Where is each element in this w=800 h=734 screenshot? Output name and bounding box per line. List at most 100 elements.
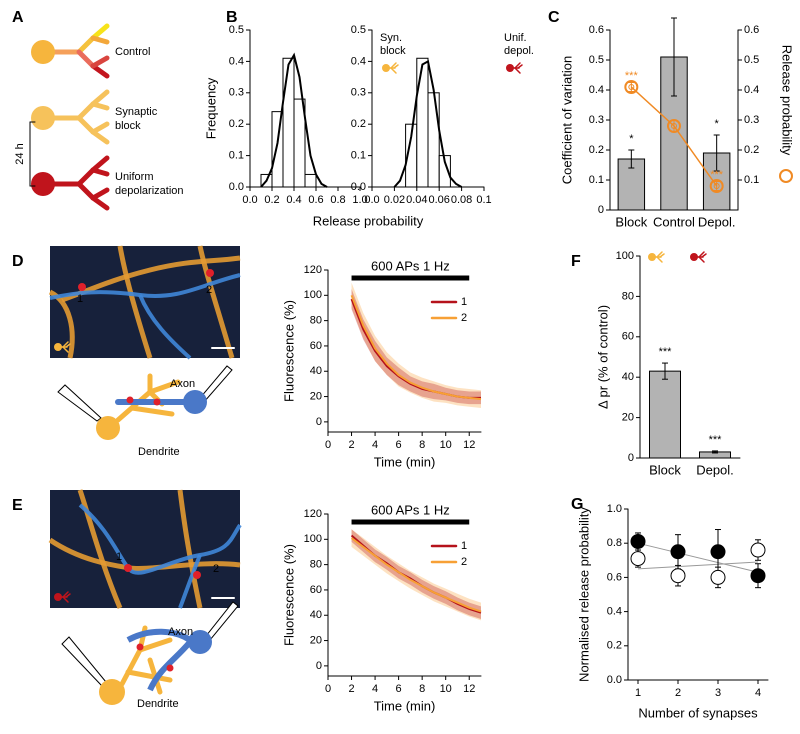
y-tick-label: 20 [310, 390, 322, 402]
line [350, 294, 482, 401]
x-tick-label: 0.2 [264, 194, 279, 206]
legend-label: 1 [461, 540, 467, 552]
point-core [671, 123, 677, 129]
y-tick-label: 60 [310, 584, 322, 596]
soma [96, 416, 120, 440]
synapse-label: 2 [206, 284, 212, 296]
condition-label: Control [115, 46, 150, 58]
line [350, 537, 482, 613]
y-tick-label: 0.0 [229, 181, 244, 193]
annotation: Unif. depol. [504, 32, 534, 57]
dendrite [90, 121, 110, 135]
y2-legend-marker [779, 169, 793, 183]
annotation-line: depol. [504, 45, 534, 57]
y-tick-label: 0.1 [589, 174, 604, 186]
y2-tick-label: 0.1 [744, 174, 759, 186]
y-tick-label: 0.3 [589, 114, 604, 126]
synapse-marker [124, 564, 132, 572]
y-tick-label: 0.6 [607, 571, 622, 583]
y-tick-label: 0.0 [607, 674, 622, 686]
dendrite [90, 167, 110, 177]
x-axis-label: Time (min) [374, 698, 436, 713]
axon [147, 640, 193, 692]
synapse-label: 1 [116, 551, 122, 563]
y-tick-label: 0.2 [229, 118, 244, 130]
neuron-icon-branch [698, 256, 705, 263]
y-tick-label: 20 [622, 412, 634, 424]
axon-fluorescence [78, 503, 242, 575]
y-tick-label: 0.4 [351, 55, 366, 67]
neuron-icon-branch [62, 341, 69, 348]
y-tick-label: 0 [316, 416, 322, 428]
y2-tick-label: 0.5 [744, 54, 759, 66]
y-tick-label: 0.4 [607, 606, 622, 618]
neuron-icon-branch [62, 346, 69, 353]
x-tick-label: 8 [419, 683, 425, 695]
panel-letter: E [12, 497, 23, 514]
dendrite [147, 379, 181, 395]
soma [31, 40, 55, 64]
error-bar [662, 362, 668, 380]
y-tick-label: 0.4 [589, 84, 604, 96]
error-bar [671, 17, 677, 97]
error-band [351, 282, 481, 408]
x-axis-label: Time (min) [374, 454, 436, 469]
soma [188, 630, 212, 654]
y2-axis-label: Release probability [780, 45, 795, 156]
y-tick-label: 40 [310, 609, 322, 621]
axon [126, 628, 192, 643]
fit-line [637, 542, 759, 573]
dendrite-label: Dendrite [138, 446, 180, 458]
y-tick-label: 60 [310, 340, 322, 352]
panel-letter: D [12, 253, 24, 270]
dendrite [76, 167, 96, 187]
x-tick-label: 0.02 [384, 194, 405, 206]
histogram-bar [282, 57, 295, 188]
x-tick-label: 1 [635, 687, 641, 699]
neuron-icon-branch [698, 251, 705, 258]
y-tick-label: 0.1 [351, 150, 366, 162]
y-tick-label: 0.3 [351, 87, 366, 99]
y-tick-label: 1.0 [607, 503, 622, 515]
y-tick-label: 0.5 [229, 24, 244, 36]
synapse-marker [206, 269, 214, 277]
histogram-bar [416, 57, 429, 188]
dendrite [137, 637, 173, 653]
dendrite [90, 187, 110, 201]
significance-label: * [715, 118, 720, 130]
y-tick-label: 0.8 [607, 537, 622, 549]
x-tick-label: 10 [440, 683, 452, 695]
panel-letter: G [571, 496, 583, 513]
neuron-icon-branch [659, 253, 665, 258]
y-axis-label: Fluorescence (%) [281, 300, 296, 402]
y-tick-label: 0.1 [229, 150, 244, 162]
x-tick-label: 0.0 [242, 194, 257, 206]
point-core [628, 84, 635, 90]
y-tick-label: 40 [310, 365, 322, 377]
x-tick-label: 0.08 [451, 194, 472, 206]
y-tick-label: 100 [616, 250, 634, 262]
y2-tick-label: 0.2 [744, 144, 759, 156]
panel-letter: A [12, 9, 24, 26]
x-tick-label: 0 [325, 439, 331, 451]
x-tick-label: 2 [348, 439, 354, 451]
condition-label: block [115, 120, 141, 132]
significance-label: * [629, 133, 634, 145]
pipette [57, 384, 102, 422]
error-band [351, 288, 481, 405]
y-tick-label: 40 [622, 371, 634, 383]
dendrite-fluorescence [177, 489, 203, 609]
y-tick-label: 60 [622, 331, 634, 343]
point [670, 568, 686, 584]
x-tick-label: 1.0 [352, 194, 367, 206]
fit-curve [393, 59, 463, 188]
axon-fluorescence [138, 294, 192, 360]
neuron-icon-branch [514, 62, 521, 69]
annotation-line: Unif. [504, 32, 527, 44]
y-tick-label: 120 [304, 264, 322, 276]
condition-label: Uniform [115, 171, 154, 183]
synapse-marker [78, 283, 86, 291]
dendrite [90, 155, 110, 173]
synapse-label: 1 [77, 293, 83, 305]
panel-letter: F [571, 253, 581, 270]
